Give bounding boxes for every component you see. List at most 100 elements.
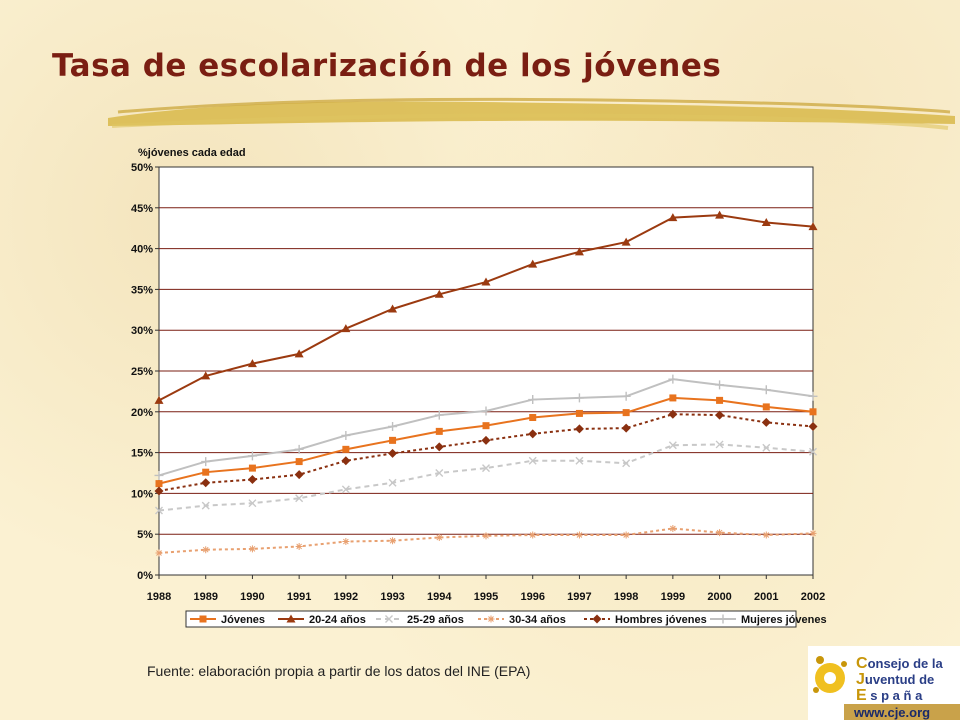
data-point — [201, 371, 211, 380]
data-point — [808, 222, 818, 231]
x-tick-label: 1997 — [567, 591, 591, 603]
data-point — [294, 470, 304, 480]
data-point — [621, 391, 631, 401]
data-point — [434, 289, 444, 298]
x-tick-label: 2001 — [754, 591, 778, 603]
x-tick-label: 1990 — [240, 591, 264, 603]
svg-text:E s p a ñ a: E s p a ñ a — [856, 687, 923, 704]
legend-label: Mujeres jóvenes — [741, 614, 827, 626]
data-point — [622, 531, 630, 539]
y-axis-label: %jóvenes cada edad — [138, 147, 246, 159]
data-point — [668, 374, 678, 384]
data-point — [248, 499, 257, 508]
data-point — [809, 447, 817, 456]
x-tick-label: 1996 — [520, 591, 544, 603]
cje-logo: Consejo de la Juventud de E s p a ñ a ww… — [808, 646, 960, 720]
data-point — [528, 395, 538, 405]
data-point — [247, 475, 257, 485]
series-line — [158, 527, 814, 554]
legend-marker — [385, 615, 393, 623]
data-point — [716, 396, 724, 404]
data-point — [295, 458, 303, 466]
data-point — [622, 409, 630, 417]
data-point — [482, 422, 490, 430]
data-point — [154, 395, 164, 404]
data-point — [248, 464, 256, 472]
data-point — [435, 533, 443, 541]
data-point — [715, 380, 725, 390]
data-point — [574, 424, 584, 434]
y-tick-label: 50% — [131, 162, 153, 174]
y-tick-label: 25% — [131, 366, 153, 378]
x-tick-label: 1991 — [287, 591, 311, 603]
data-point — [715, 410, 725, 420]
y-tick-label: 45% — [131, 203, 153, 215]
y-tick-label: 20% — [131, 407, 153, 419]
data-point — [388, 421, 398, 431]
data-point — [435, 427, 443, 435]
x-tick-label: 2000 — [707, 591, 731, 603]
logo-emblem-icon — [813, 656, 847, 693]
data-point — [482, 464, 490, 473]
data-point — [762, 531, 770, 539]
y-tick-label: 10% — [131, 488, 153, 500]
data-point — [388, 304, 398, 313]
legend-label: 25-29 años — [407, 614, 464, 626]
series-2 — [155, 440, 817, 515]
legend-marker — [718, 614, 728, 624]
x-tick-label: 1994 — [427, 591, 452, 603]
data-point — [481, 277, 491, 286]
data-point — [716, 529, 724, 537]
data-point — [528, 429, 538, 439]
data-point — [669, 524, 677, 532]
legend-label: 30-34 años — [509, 614, 566, 626]
data-point — [388, 478, 397, 487]
data-point — [715, 210, 725, 219]
data-point — [341, 456, 351, 466]
data-point — [434, 410, 444, 420]
data-point — [201, 457, 211, 467]
data-point — [715, 440, 724, 449]
data-point — [247, 451, 257, 461]
y-tick-label: 30% — [131, 325, 153, 337]
data-point — [528, 259, 538, 268]
series-4 — [154, 409, 818, 496]
data-point — [155, 480, 163, 488]
data-point — [808, 391, 818, 401]
x-tick-label: 1988 — [147, 591, 171, 603]
data-point — [621, 423, 631, 433]
x-tick-label: 1989 — [193, 591, 217, 603]
data-point — [341, 485, 350, 494]
data-point — [155, 549, 163, 557]
data-point — [528, 456, 537, 465]
y-tick-label: 35% — [131, 284, 153, 296]
y-tick-label: 40% — [131, 244, 153, 256]
y-tick-label: 15% — [131, 448, 153, 460]
data-point — [574, 247, 584, 256]
data-point — [575, 409, 583, 417]
data-point — [247, 359, 257, 368]
data-point — [201, 478, 211, 488]
data-point — [529, 531, 537, 539]
x-tick-label: 2002 — [801, 591, 825, 603]
svg-text:Consejo de la: Consejo de la — [856, 655, 943, 672]
series-line — [158, 443, 814, 512]
data-point — [342, 538, 350, 546]
series-3 — [155, 524, 817, 557]
data-point — [668, 213, 678, 222]
source-note: Fuente: elaboración propia a partir de l… — [147, 663, 531, 679]
data-point — [202, 468, 210, 476]
slide-title: Tasa de escolarización de los jóvenes — [52, 48, 722, 84]
data-point — [809, 408, 817, 416]
svg-text:www.cje.org: www.cje.org — [853, 705, 930, 720]
x-tick-label: 1992 — [334, 591, 358, 603]
data-point — [389, 537, 397, 545]
data-point — [762, 403, 770, 411]
data-point — [761, 217, 771, 226]
data-point — [295, 494, 304, 503]
data-point — [621, 237, 631, 246]
x-tick-label: 1993 — [380, 591, 404, 603]
data-point — [669, 394, 677, 402]
data-point — [482, 532, 490, 540]
data-point — [809, 529, 817, 537]
